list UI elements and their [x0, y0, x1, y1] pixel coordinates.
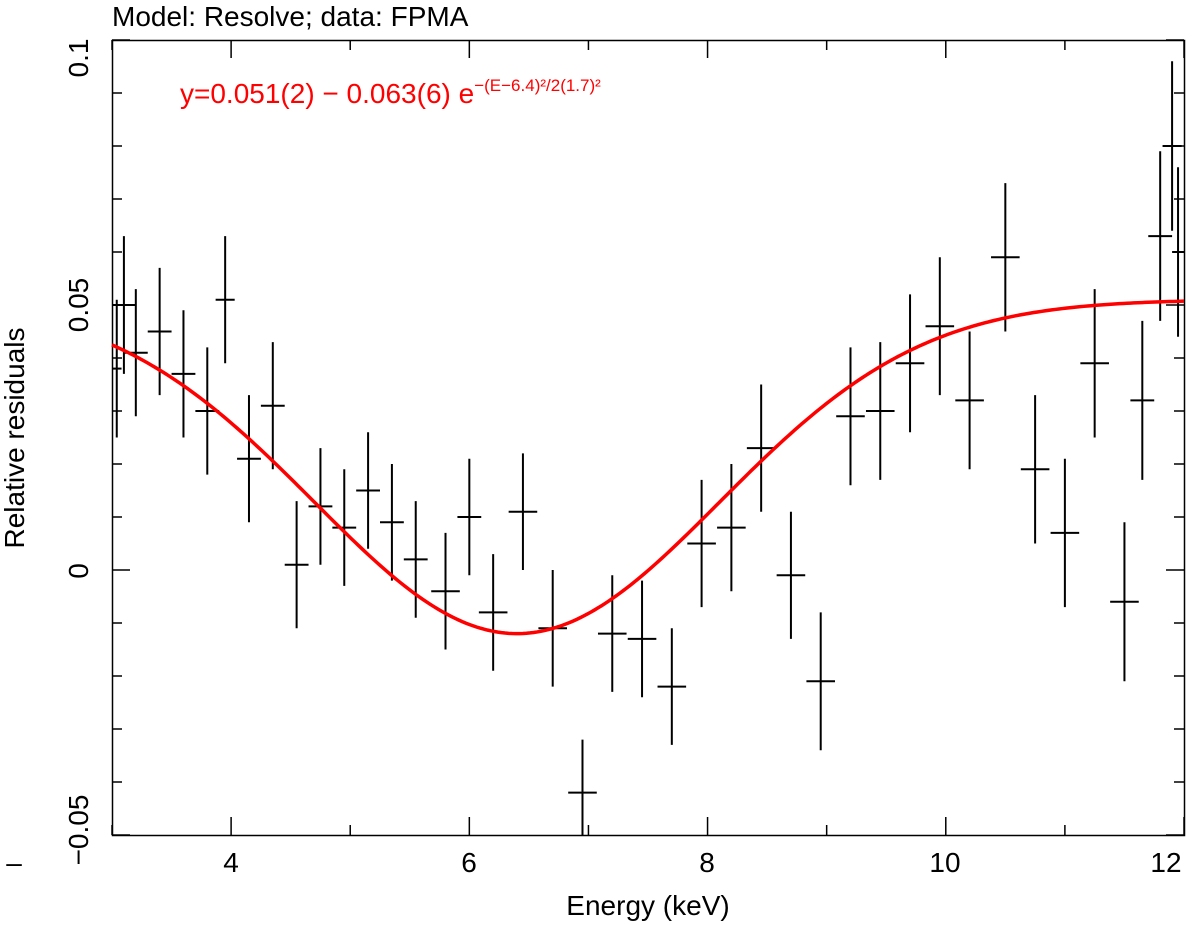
- data-point: [1080, 289, 1109, 438]
- x-tick-labels: 4 6 8 10 12 –: [6, 847, 1181, 878]
- data-point: [356, 432, 380, 549]
- data-point: [1148, 151, 1173, 321]
- data-point: [1110, 522, 1139, 682]
- data-point: [403, 501, 428, 618]
- x-tick-label-8: 8: [699, 847, 715, 878]
- data-point: [717, 464, 746, 592]
- data-point: [895, 294, 925, 433]
- data-point: [687, 479, 716, 608]
- x-tick-label-10: 10: [929, 847, 960, 878]
- data-point: [457, 458, 482, 576]
- data-point: [147, 267, 172, 396]
- data-point: [597, 575, 627, 692]
- data-point: [925, 257, 955, 396]
- fit-annotation-main: y=0.051(2) − 0.063(6) e: [180, 78, 474, 109]
- data-point: [746, 384, 776, 512]
- data-point: [836, 347, 865, 486]
- data-point: [431, 532, 460, 650]
- x-tick-label-12: 12: [1150, 847, 1181, 878]
- fit-annotation: y=0.051(2) − 0.063(6) e−(E−6.4)²/2(1.7)²: [180, 76, 601, 109]
- data-point: [284, 501, 309, 629]
- data-point: [1172, 167, 1184, 337]
- data-point: [332, 469, 357, 586]
- data-point: [171, 310, 196, 438]
- data-point: [806, 612, 836, 751]
- data-points: [112, 61, 1184, 835]
- y-tick-label-minus-0.05: −0.05: [63, 795, 94, 866]
- y-tick-label-0.1: 0.1: [63, 39, 94, 78]
- data-point: [260, 342, 285, 470]
- data-point: [568, 739, 597, 835]
- data-point: [657, 628, 687, 745]
- x-tick-label-4: 4: [223, 847, 239, 878]
- data-point: [1130, 320, 1155, 480]
- fit-annotation-exponent: −(E−6.4)²/2(1.7)²: [474, 76, 601, 95]
- data-point: [237, 395, 261, 523]
- data-point: [865, 342, 895, 480]
- x-tick-label-6: 6: [461, 847, 477, 878]
- data-point: [508, 453, 538, 570]
- data-point: [478, 554, 508, 671]
- data-point: [215, 236, 235, 364]
- y-axis-label: Relative residuals: [0, 328, 30, 549]
- data-point: [955, 331, 984, 470]
- data-point: [1162, 61, 1182, 231]
- data-point: [627, 580, 657, 698]
- data-point: [1050, 458, 1080, 608]
- data-point: [991, 183, 1020, 332]
- plot-frame: [111, 39, 1186, 837]
- x-axis-label: Energy (keV): [566, 890, 729, 921]
- y-tick-label-0.05: 0.05: [63, 278, 94, 333]
- chart-title: Model: Resolve; data: FPMA: [112, 1, 469, 32]
- data-point: [776, 511, 806, 639]
- data-point: [112, 299, 122, 438]
- data-point: [380, 464, 404, 581]
- model-curve: [111, 299, 1185, 636]
- x-tick-label-left-dash: –: [6, 847, 22, 878]
- y-tick-labels: 0 0.05 0.1 −0.05: [63, 39, 94, 866]
- y-tick-label-0: 0: [63, 563, 94, 579]
- data-point: [1020, 395, 1050, 544]
